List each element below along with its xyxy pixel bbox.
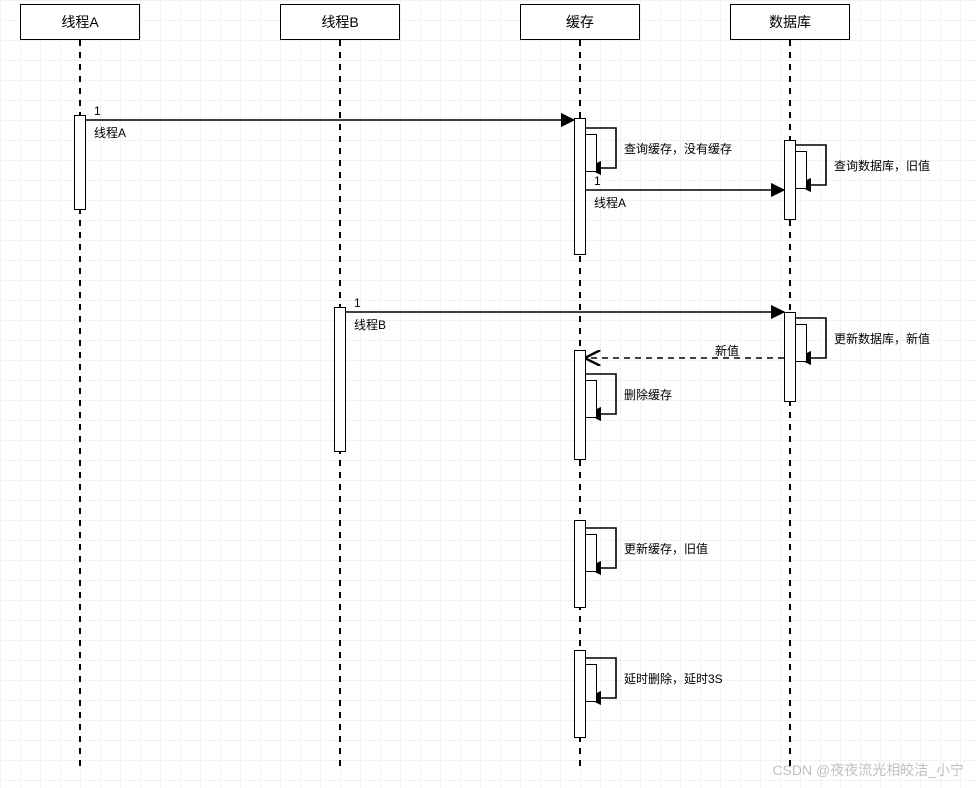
activation-threadB [334, 307, 346, 452]
watermark: CSDN @夜夜流光相皎洁_小宁 [772, 760, 964, 780]
msg-below: 线程A [94, 124, 126, 141]
self-msg-label: 查询数据库，旧值 [834, 157, 930, 174]
self-msg-text: 查询缓存，没有缓存 [624, 142, 732, 156]
msg-seq-text: 1 [94, 104, 101, 118]
msg-below: 线程A [594, 194, 626, 211]
self-msg-text: 查询数据库，旧值 [834, 159, 930, 173]
lane-label: 线程A [61, 12, 98, 32]
self-msg-label: 查询缓存，没有缓存 [624, 140, 732, 157]
msg-label-text: 新值 [715, 344, 739, 358]
lane-label: 线程B [321, 12, 358, 32]
msg-below-text: 线程B [354, 318, 386, 332]
self-msg-text: 更新数据库，新值 [834, 332, 930, 346]
lane-label: 缓存 [566, 12, 594, 32]
msg-seq: 1 [354, 296, 361, 310]
self-msg-label: 更新缓存，旧值 [624, 540, 708, 557]
activation-threadA [74, 115, 86, 210]
lane-header-db: 数据库 [730, 4, 850, 40]
self-msg-label: 延时删除，延时3S [624, 670, 723, 687]
self-activation-cache [585, 134, 597, 172]
msg-seq-text: 1 [354, 296, 361, 310]
self-msg-label: 删除缓存 [624, 386, 672, 403]
msg-seq: 1 [594, 174, 601, 188]
msg-seq: 1 [94, 104, 101, 118]
msg-below: 线程B [354, 316, 386, 333]
self-activation-db [795, 324, 807, 362]
self-msg-text: 删除缓存 [624, 388, 672, 402]
msg-below-text: 线程A [594, 196, 626, 210]
sequence-svg [0, 0, 976, 788]
self-activation-cache [585, 664, 597, 702]
lane-header-threadB: 线程B [280, 4, 400, 40]
self-activation-db [795, 151, 807, 189]
self-msg-text: 延时删除，延时3S [624, 672, 723, 686]
msg-label: 新值 [715, 342, 739, 359]
msg-below-text: 线程A [94, 126, 126, 140]
lane-label: 数据库 [769, 12, 811, 32]
lane-header-threadA: 线程A [20, 4, 140, 40]
msg-seq-text: 1 [594, 174, 601, 188]
self-msg-text: 更新缓存，旧值 [624, 542, 708, 556]
self-msg-label: 更新数据库，新值 [834, 330, 930, 347]
lane-header-cache: 缓存 [520, 4, 640, 40]
self-activation-cache [585, 380, 597, 418]
self-activation-cache [585, 534, 597, 572]
